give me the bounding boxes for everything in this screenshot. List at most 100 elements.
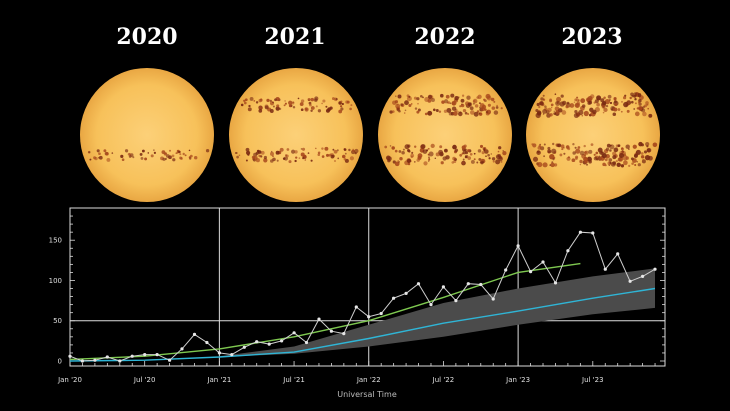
sunspot-dot [272,101,274,104]
sunspot-dot [317,151,321,154]
sunspot-dot [288,160,292,164]
sunspot-dot [428,151,434,157]
sunspot-dot [638,98,642,103]
sunspot-dot [647,107,649,110]
sunspot-dot [87,150,91,154]
sunspot-dot [337,157,340,160]
sunspot-dot [427,160,430,162]
sunspot-dot [333,159,337,163]
sunspot-dot [348,148,351,152]
sunspot-dot [244,98,248,102]
sunspot-dot [285,154,289,158]
sunspot-dot [615,159,618,163]
sunspot-dot [547,149,552,154]
sunspot-dot [612,151,617,156]
sunspot-dot [288,100,293,105]
sunspot-dot [549,98,553,102]
sunspot-dot [588,100,593,105]
sunspot-dot [462,108,467,113]
sunspot-dot [623,96,627,100]
sunspot-dot [294,150,298,154]
sun-images [80,68,660,202]
sunspot-dot [332,148,335,151]
sunspot-dot [416,97,420,101]
sunspot-dot [584,159,588,164]
sunspot-dot [485,110,489,114]
observed-point [143,353,147,357]
year-label-2021: 2021 [264,24,326,50]
sunspot-dot [601,104,606,109]
sunspot-dot [625,144,630,149]
sunspot-dot [454,95,459,101]
sunspot-dot [628,164,631,168]
x-tick-label: Jul '20 [133,376,156,384]
sunspot-dot [641,159,646,164]
sunspot-dot [578,109,584,116]
sunspot-dot [554,93,557,96]
sunspot-dot [640,152,644,155]
sunspot-dot [575,103,579,108]
sunspot-dot [450,93,455,98]
sunspot-dot [580,98,586,104]
sunspot-dot [623,101,629,108]
sunspot-dot [633,92,638,97]
sunspot-dot [434,157,437,160]
sunspot-dot [646,145,649,148]
sunspot-dot [552,158,555,161]
sunspot-dot [488,157,491,160]
sunspot-dot [620,110,623,113]
sunspot-dot [549,154,555,160]
sunspot-dot [583,110,589,117]
sunspot-dot [140,156,144,160]
sunspot-dot [441,100,445,104]
sunspot-dot [560,94,564,98]
sunspot-dot [440,153,444,156]
year-label-2020: 2020 [116,24,178,50]
sunspot-dot [284,102,287,105]
sunspot-dot [557,143,562,148]
sunspot-dot [270,150,273,153]
sunspot-dot [406,94,410,98]
sunspot-dot [634,102,637,105]
sunspot-dot [276,159,279,162]
sunspot-dot [331,97,335,101]
observed-point [93,358,97,362]
sunspot-dot [562,100,567,106]
sunspot-dot [420,144,426,149]
sunspot-dot [593,101,596,104]
sun-2021 [229,68,363,202]
sunspot-dot [605,104,609,108]
sunspot-dot [243,101,247,105]
sunspot-dot [612,161,617,165]
sunspot-dot [493,110,499,115]
sunspot-dot [537,162,543,168]
sunspot-dot [433,108,436,112]
sunspot-dot [555,100,561,106]
sunspot-dot [317,109,322,113]
sunspot-dot [410,155,414,159]
sunspot-dot [447,101,451,104]
sunspot-dot [461,103,463,105]
sunspot-dot [398,150,402,153]
sunspot-dot [246,150,251,155]
sunspot-dot [105,152,109,156]
sunspot-dot [403,112,406,114]
sunspot-dot [384,145,388,149]
sunspot-dot [535,108,539,113]
sunspot-dot [459,153,463,157]
x-tick-label: Jan '21 [206,376,231,384]
x-axis-title: Universal Time [337,390,397,399]
sunspot-dot [536,150,541,155]
observed-point [192,332,197,336]
sunspot-dot [479,106,481,109]
sunspot-dot [596,158,599,161]
sunspot-dot [258,154,262,158]
sunspot-dot [594,99,599,104]
sunspot-dot [497,155,500,157]
sunspot-dot [487,153,490,157]
sunspot-dot [495,159,501,165]
observed-point [354,305,358,309]
sunspot-dot [457,110,459,113]
sunspot-dot [466,95,471,100]
observed-point [591,231,595,235]
